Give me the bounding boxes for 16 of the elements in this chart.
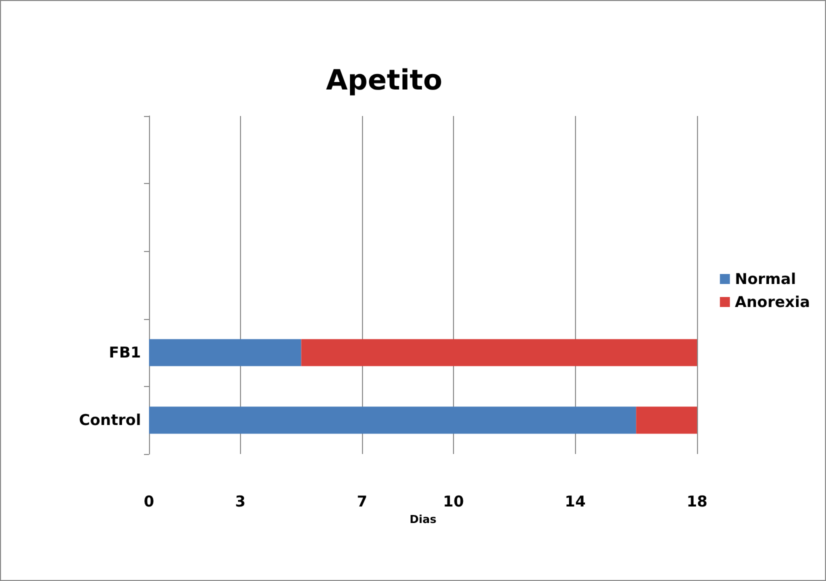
x-tick-label: 18 xyxy=(686,492,708,510)
bar xyxy=(636,406,697,434)
x-tick-label: 7 xyxy=(356,492,368,510)
x-tick-label: 0 xyxy=(144,492,154,510)
bar xyxy=(149,339,302,366)
x-tick-label: 3 xyxy=(235,492,246,510)
x-axis-title: Dias xyxy=(410,512,437,526)
x-tick-label: 10 xyxy=(443,492,464,510)
bar xyxy=(301,339,697,366)
bar xyxy=(149,406,636,434)
chart-title: Apetito xyxy=(326,64,442,96)
legend-label: Normal xyxy=(734,270,796,288)
y-tick-label: Control xyxy=(78,411,141,430)
y-tick-label: FB1 xyxy=(108,344,141,362)
legend-label: Anorexia xyxy=(734,293,810,311)
x-tick-label: 14 xyxy=(564,492,586,510)
